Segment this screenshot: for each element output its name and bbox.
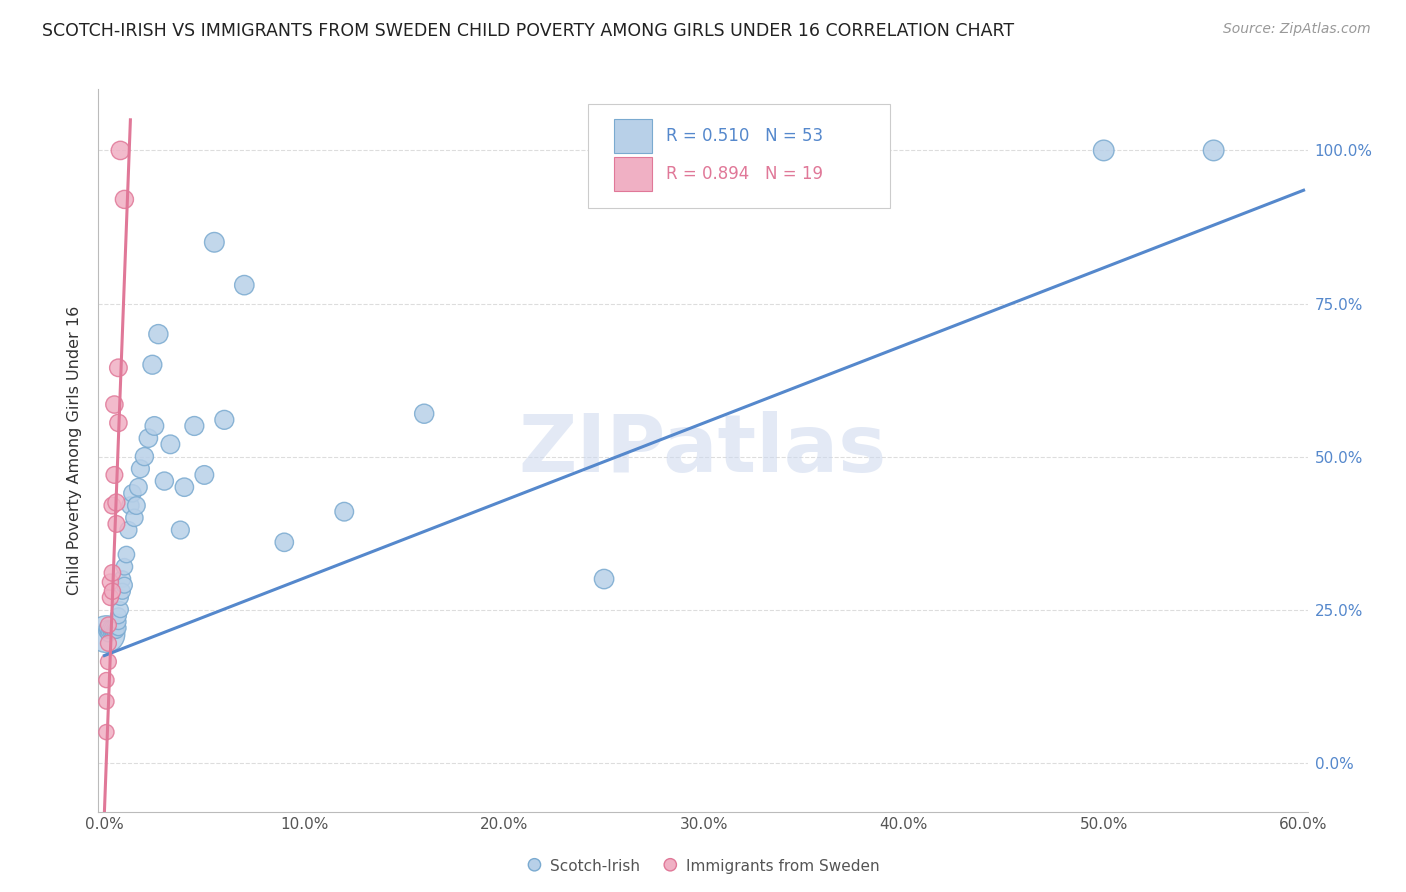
Text: R = 0.510   N = 53: R = 0.510 N = 53 [665,127,823,145]
FancyBboxPatch shape [613,119,652,153]
Point [103,467,125,482]
Point [97,655,120,669]
Point [103,621,125,635]
Text: Source: ZipAtlas.com: Source: ZipAtlas.com [1223,22,1371,37]
FancyBboxPatch shape [588,103,890,209]
Point [103,624,125,639]
Point [101,566,124,580]
Point [97,618,120,632]
Point [125,499,148,513]
Point [111,572,134,586]
Text: ZIPatlas: ZIPatlas [519,411,887,490]
Point [100,575,122,590]
Point [97,636,120,650]
Point [103,398,125,412]
Point [333,505,356,519]
Point [96,624,118,639]
Point [101,499,124,513]
Point [105,621,128,635]
Point [112,578,135,592]
Point [101,584,124,599]
Point [97,627,120,641]
Point [121,486,143,500]
Point [107,621,129,635]
Text: R = 0.894   N = 19: R = 0.894 N = 19 [665,165,823,183]
Point [105,495,128,509]
Point [107,615,129,629]
FancyBboxPatch shape [613,157,652,191]
Point [120,499,142,513]
Point [103,624,125,639]
Point [141,358,163,372]
Point [111,584,134,599]
Point [105,516,128,531]
Point [96,725,118,739]
Point [169,523,191,537]
Point [127,480,149,494]
Legend: Scotch-Irish, Immigrants from Sweden: Scotch-Irish, Immigrants from Sweden [520,853,886,880]
Point [96,694,118,708]
Point [96,673,118,687]
Point [100,591,122,605]
Point [96,627,118,641]
Point [134,450,156,464]
Point [143,419,166,434]
Point [129,462,152,476]
Point [117,523,139,537]
Point [96,621,118,635]
Point [97,624,120,639]
Point [413,407,436,421]
Point [124,511,146,525]
Point [233,278,256,293]
Point [173,480,195,494]
Point [202,235,225,250]
Text: SCOTCH-IRISH VS IMMIGRANTS FROM SWEDEN CHILD POVERTY AMONG GIRLS UNDER 16 CORREL: SCOTCH-IRISH VS IMMIGRANTS FROM SWEDEN C… [42,22,1014,40]
Point [110,591,132,605]
Point [101,624,124,639]
Point [100,624,122,639]
Point [101,624,124,639]
Point [138,431,160,445]
Point [115,548,138,562]
Y-axis label: Child Poverty Among Girls Under 16: Child Poverty Among Girls Under 16 [67,306,83,595]
Point [273,535,295,549]
Point [100,624,122,639]
Point [110,144,132,158]
Point [107,360,129,375]
Point [593,572,616,586]
Point [214,413,236,427]
Point [112,559,135,574]
Point [1202,144,1225,158]
Point [153,474,176,488]
Point [148,327,170,342]
Point [159,437,181,451]
Point [183,419,205,434]
Point [107,416,129,430]
Point [193,467,215,482]
Point [112,193,135,207]
Point [107,608,129,623]
Point [110,602,132,616]
Point [101,621,124,635]
Point [105,624,128,639]
Point [100,621,122,635]
Point [1092,144,1115,158]
